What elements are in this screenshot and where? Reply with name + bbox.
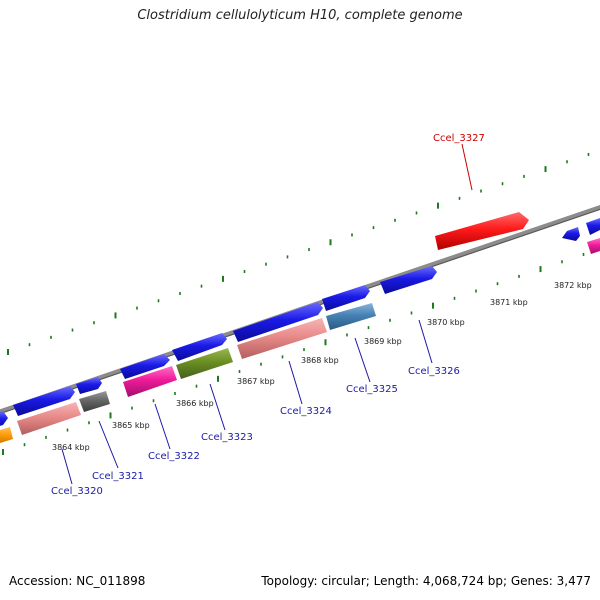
gene-arrow[interactable] [76, 377, 102, 394]
gene-arrow[interactable] [120, 354, 170, 379]
gene-arrow[interactable] [79, 391, 110, 412]
gene-arrow[interactable] [172, 333, 227, 361]
gene-label[interactable]: Ccel_3320 [51, 486, 103, 497]
gene-label[interactable]: Ccel_3325 [346, 384, 398, 395]
tick-label: 3872 kbp [554, 281, 592, 290]
gene-leader-line [154, 403, 171, 450]
gene-arrow[interactable] [0, 427, 13, 446]
gene-arrow[interactable] [322, 285, 370, 311]
gene-arrow[interactable] [380, 266, 437, 294]
reverse-strand-genes [0, 238, 600, 446]
gene-leader-line [288, 360, 303, 405]
gene-leader-line [418, 319, 433, 364]
tick-row-upper [7, 152, 590, 355]
gene-leader-line [209, 383, 226, 431]
tick-label: 3866 kbp [176, 399, 214, 408]
gene-arrow[interactable] [562, 227, 580, 241]
gene-arrow[interactable] [13, 386, 75, 416]
accession-text: Accession: NC_011898 [9, 574, 146, 588]
tick-label: 3869 kbp [364, 337, 402, 346]
gene-arrow[interactable] [176, 348, 233, 379]
genome-summary-text: Topology: circular; Length: 4,068,724 bp… [261, 574, 591, 588]
gene-arrow[interactable] [326, 303, 376, 330]
gene-leader-line [354, 337, 371, 383]
tick-label: 3870 kbp [427, 318, 465, 327]
gene-leader-line [461, 143, 473, 191]
tick-label: 3868 kbp [301, 356, 339, 365]
gene-arrow[interactable] [17, 402, 81, 435]
tick-label: 3864 kbp [52, 443, 90, 452]
tick-row-lower [2, 252, 585, 455]
map-title: Clostridium cellulolyticum H10, complete… [137, 8, 463, 23]
gene-arrow[interactable] [123, 366, 177, 397]
gene-arrow[interactable] [586, 218, 600, 235]
gene-label[interactable]: Ccel_3327 [433, 133, 485, 144]
tick-label-layer: 3864 kbp 3865 kbp 3866 kbp 3867 kbp 3868 kbp… [52, 281, 592, 452]
tick-label: 3871 kbp [490, 298, 528, 307]
gene-label[interactable]: Ccel_3321 [92, 471, 144, 482]
gene-leader-line [61, 448, 73, 485]
gene-arrow[interactable] [233, 302, 323, 342]
gene-label[interactable]: Ccel_3322 [148, 451, 200, 462]
gene-arrow[interactable] [0, 411, 8, 429]
tick-label: 3867 kbp [237, 377, 275, 386]
gene-arrow[interactable] [587, 238, 600, 254]
gene-leader-line [98, 420, 119, 469]
highlighted-gene-arrow[interactable] [435, 212, 529, 250]
gene-label[interactable]: Ccel_3323 [201, 432, 253, 443]
gene-label[interactable]: Ccel_3326 [408, 366, 460, 377]
gene-arrow[interactable] [237, 318, 327, 359]
tick-label: 3865 kbp [112, 421, 150, 430]
gene-label[interactable]: Ccel_3324 [280, 406, 332, 417]
forward-strand-genes [0, 218, 600, 429]
